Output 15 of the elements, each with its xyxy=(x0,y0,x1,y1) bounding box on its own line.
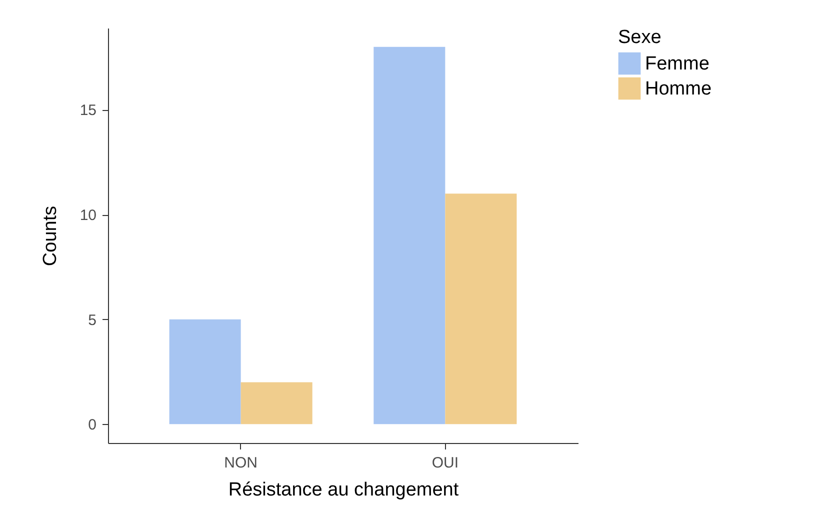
x-tick-label: NON xyxy=(224,454,258,472)
x-axis-title: Résistance au changement xyxy=(228,480,460,500)
x-tick-label: OUI xyxy=(432,454,459,472)
y-axis-title: Counts xyxy=(40,206,61,266)
bar xyxy=(374,46,446,424)
legend-title: Sexe xyxy=(618,27,662,48)
bar xyxy=(240,382,312,424)
bar xyxy=(445,194,517,424)
legend-label: Homme xyxy=(645,78,712,100)
y-tick-label: 5 xyxy=(88,312,96,329)
legend-label: Femme xyxy=(645,54,710,74)
bar xyxy=(169,319,241,424)
y-tick-label: 0 xyxy=(88,416,96,434)
y-tick-label: 15 xyxy=(80,102,96,120)
y-tick-label: 10 xyxy=(80,207,96,224)
